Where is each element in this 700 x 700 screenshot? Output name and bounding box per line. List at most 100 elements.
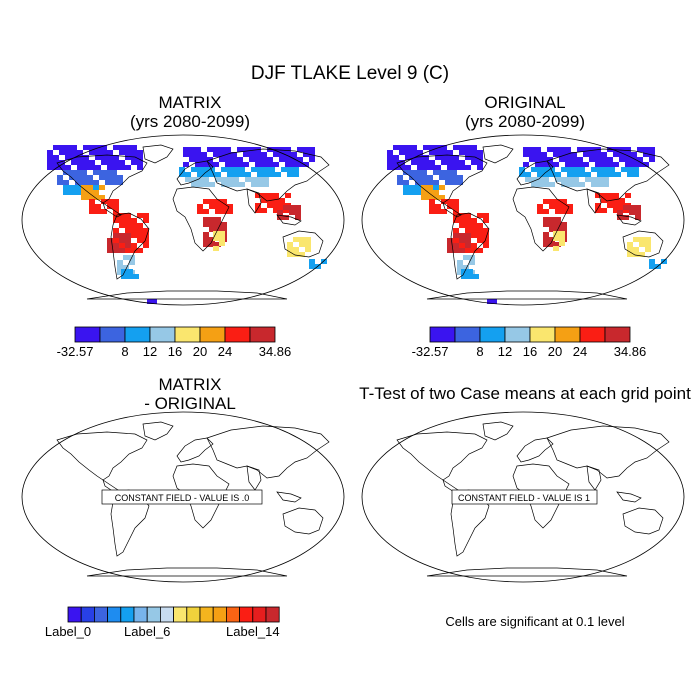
data-cell <box>453 233 459 238</box>
data-cell <box>589 157 595 162</box>
data-cell <box>221 199 227 204</box>
data-cell <box>409 190 415 195</box>
data-cell <box>457 175 463 180</box>
data-cell <box>523 152 529 157</box>
data-cell <box>627 172 633 177</box>
data-cell <box>447 248 453 253</box>
data-cell <box>69 185 75 190</box>
data-cell <box>219 147 225 152</box>
data-cell <box>197 167 203 172</box>
data-cell <box>607 193 613 198</box>
data-cell <box>293 167 299 172</box>
colorbar-box <box>224 326 251 343</box>
colorbar-label: Label_14 <box>226 624 280 639</box>
data-cell <box>631 157 637 162</box>
data-cell <box>83 155 89 160</box>
data-cell <box>561 204 567 209</box>
data-cell <box>113 228 119 233</box>
coastlines <box>56 421 330 577</box>
data-cell <box>433 170 439 175</box>
data-cell <box>465 150 471 155</box>
data-cell <box>81 170 87 175</box>
data-cell <box>191 167 197 172</box>
data-cell <box>399 160 405 165</box>
data-cell <box>113 218 119 223</box>
data-cell <box>279 147 285 152</box>
data-cell <box>89 209 95 214</box>
data-cell <box>293 237 299 242</box>
data-cell <box>549 172 555 177</box>
coastline <box>206 425 330 479</box>
data-cell <box>453 213 459 218</box>
data-cell <box>543 177 549 182</box>
data-cell <box>89 150 95 155</box>
data-cell <box>465 223 471 228</box>
data-cell <box>53 155 59 160</box>
data-cell <box>255 162 261 167</box>
data-cell <box>209 217 215 222</box>
data-cell <box>75 175 81 180</box>
data-cell <box>239 167 245 172</box>
data-cell <box>471 248 477 253</box>
data-cell <box>459 243 465 248</box>
colorbar-box <box>160 606 175 623</box>
data-cell <box>633 247 639 252</box>
data-cell <box>633 167 639 172</box>
data-cell <box>649 147 655 152</box>
data-cell <box>447 204 453 209</box>
data-cell <box>125 213 131 218</box>
data-cell <box>143 233 149 238</box>
data-cell <box>643 162 649 167</box>
data-cell <box>285 157 291 162</box>
data-cell <box>133 274 139 279</box>
data-cell <box>467 269 473 274</box>
data-cell <box>87 175 93 180</box>
data-cell <box>107 238 113 243</box>
data-cell <box>453 160 459 165</box>
data-cell <box>137 248 143 253</box>
data-cell <box>185 177 191 182</box>
colorbar-label: 34.86 <box>614 344 647 359</box>
data-cell <box>125 145 131 150</box>
coastline <box>56 431 148 481</box>
data-cell <box>95 209 101 214</box>
colorbar-box <box>249 326 276 343</box>
data-cell <box>119 218 125 223</box>
data-cell <box>565 152 571 157</box>
data-cell <box>107 204 113 209</box>
data-cell <box>477 233 483 238</box>
data-cell <box>89 160 95 165</box>
data-cell <box>465 248 471 253</box>
panel-title-ttest: T-Test of two Case means at each grid po… <box>359 384 691 403</box>
data-cell <box>131 223 137 228</box>
data-cell <box>477 150 483 155</box>
data-cell <box>285 193 291 198</box>
colorbar-box <box>225 606 240 623</box>
data-cell <box>543 199 549 204</box>
data-cell <box>105 175 111 180</box>
panel-title-original: ORIGINAL (yrs 2080-2099) <box>375 93 675 131</box>
data-cell <box>263 177 269 182</box>
data-cell <box>571 152 577 157</box>
data-cell <box>99 170 105 175</box>
data-cell <box>445 170 451 175</box>
data-cell <box>459 223 465 228</box>
data-cell <box>137 165 143 170</box>
data-cell <box>573 172 579 177</box>
data-cell <box>613 193 619 198</box>
data-cell <box>561 182 567 187</box>
data-cell <box>233 182 239 187</box>
data-cell <box>621 167 627 172</box>
data-cell <box>75 190 81 195</box>
data-cell <box>555 242 561 247</box>
data-cell <box>299 237 305 242</box>
data-cell <box>629 210 635 215</box>
colorbar-box <box>252 606 267 623</box>
data-cell <box>289 210 295 215</box>
data-cell <box>131 248 137 253</box>
data-cell <box>131 150 137 155</box>
data-cell <box>549 182 555 187</box>
data-cell <box>257 172 263 177</box>
data-cell <box>471 145 477 150</box>
data-cell <box>295 205 301 210</box>
